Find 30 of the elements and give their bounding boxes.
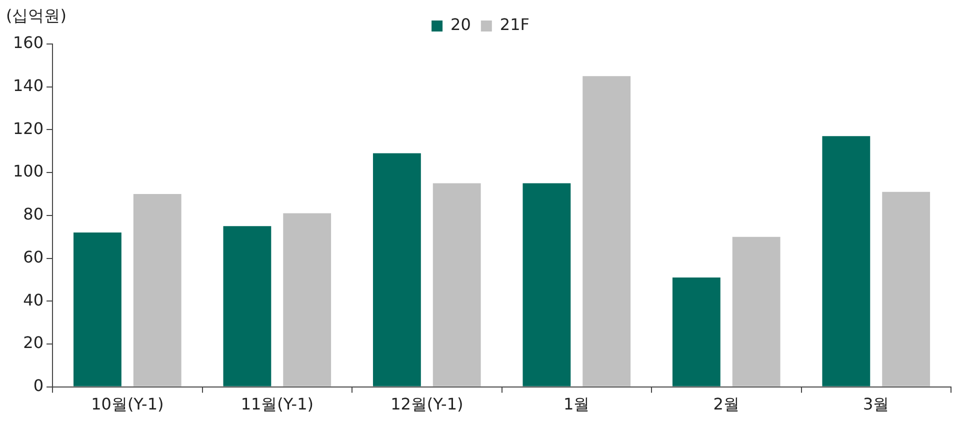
y-axis-title: (십억원) xyxy=(6,6,66,27)
bar xyxy=(432,183,481,386)
bar xyxy=(74,232,122,386)
y-tick-label: 100 xyxy=(12,162,44,181)
y-tick-label: 60 xyxy=(23,247,44,266)
y-tick-label: 40 xyxy=(23,290,44,310)
bar xyxy=(372,153,421,386)
bar xyxy=(283,213,332,386)
bar xyxy=(133,194,182,386)
y-tick-label: 80 xyxy=(23,204,44,224)
legend-label: 21F xyxy=(500,15,530,34)
x-tick-label: 1월 xyxy=(564,394,590,414)
y-tick-label: 140 xyxy=(12,76,44,96)
bar xyxy=(672,278,720,386)
x-tick-label: 10월(Y-1) xyxy=(91,394,164,414)
bar xyxy=(882,192,930,386)
bar xyxy=(732,236,780,386)
x-tick-label: 11월(Y-1) xyxy=(240,394,314,414)
legend-label: 20 xyxy=(450,15,471,34)
y-tick-label: 20 xyxy=(23,333,44,352)
y-tick-label: 120 xyxy=(12,118,44,138)
x-tick-label: 3월 xyxy=(863,394,890,414)
x-tick-label: 2월 xyxy=(713,394,740,414)
bar xyxy=(582,76,631,386)
y-tick-label: 0 xyxy=(33,376,44,395)
x-tick-label: 12월(Y-1) xyxy=(390,394,464,414)
bar xyxy=(223,226,272,386)
bar xyxy=(522,183,571,386)
bar xyxy=(822,136,870,386)
y-tick-label: 160 xyxy=(12,33,44,52)
